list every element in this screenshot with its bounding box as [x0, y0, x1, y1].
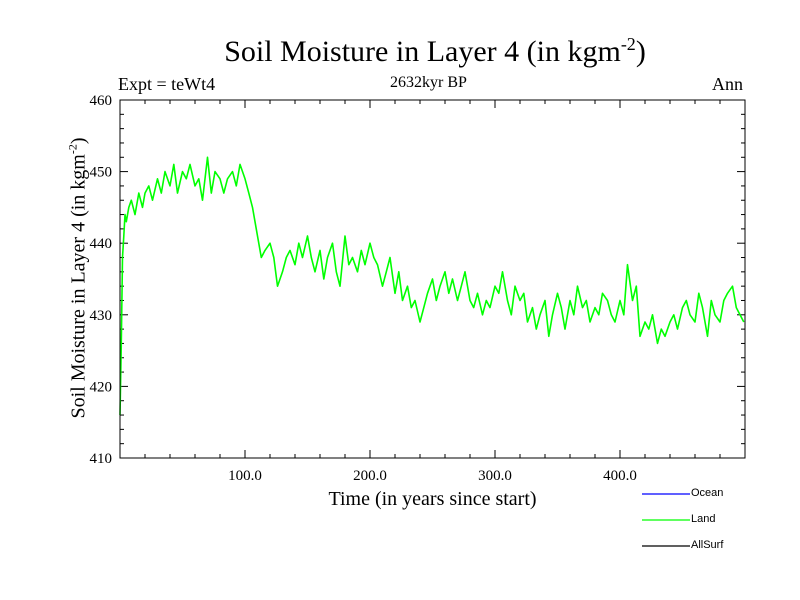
- tick-layer: 100.0 200.0 300.0 400.0 410 420 430 440 450 460: [90, 93, 745, 484]
- y-tick-label: 450: [90, 165, 113, 181]
- y-tick-label: 430: [90, 308, 113, 324]
- x-tick-label: 400.0: [603, 468, 637, 484]
- series-layer: [119, 156, 745, 416]
- series-line-land: [119, 156, 745, 416]
- season-label: Ann: [712, 74, 743, 94]
- chart-subtitle: 2632kyr BP: [390, 74, 467, 91]
- experiment-label: Expt = teWt4: [118, 74, 216, 94]
- legend: [642, 493, 690, 547]
- legend-label-allsurf: AllSurf: [691, 539, 724, 551]
- x-tick-label: 100.0: [228, 468, 262, 484]
- y-tick-label: 410: [90, 451, 113, 467]
- chart-title: Soil Moisture in Layer 4 (in kgm-2): [224, 34, 646, 68]
- y-tick-label: 440: [90, 236, 113, 252]
- x-tick-label: 200.0: [353, 468, 387, 484]
- legend-label-land: Land: [691, 513, 716, 525]
- plot-frame: [119, 99, 746, 459]
- y-tick-label: 460: [90, 93, 113, 109]
- x-tick-label: 300.0: [478, 468, 512, 484]
- x-axis-label: Time (in years since start): [328, 488, 537, 510]
- y-tick-label: 420: [90, 379, 113, 395]
- legend-label-ocean: Ocean: [691, 487, 724, 499]
